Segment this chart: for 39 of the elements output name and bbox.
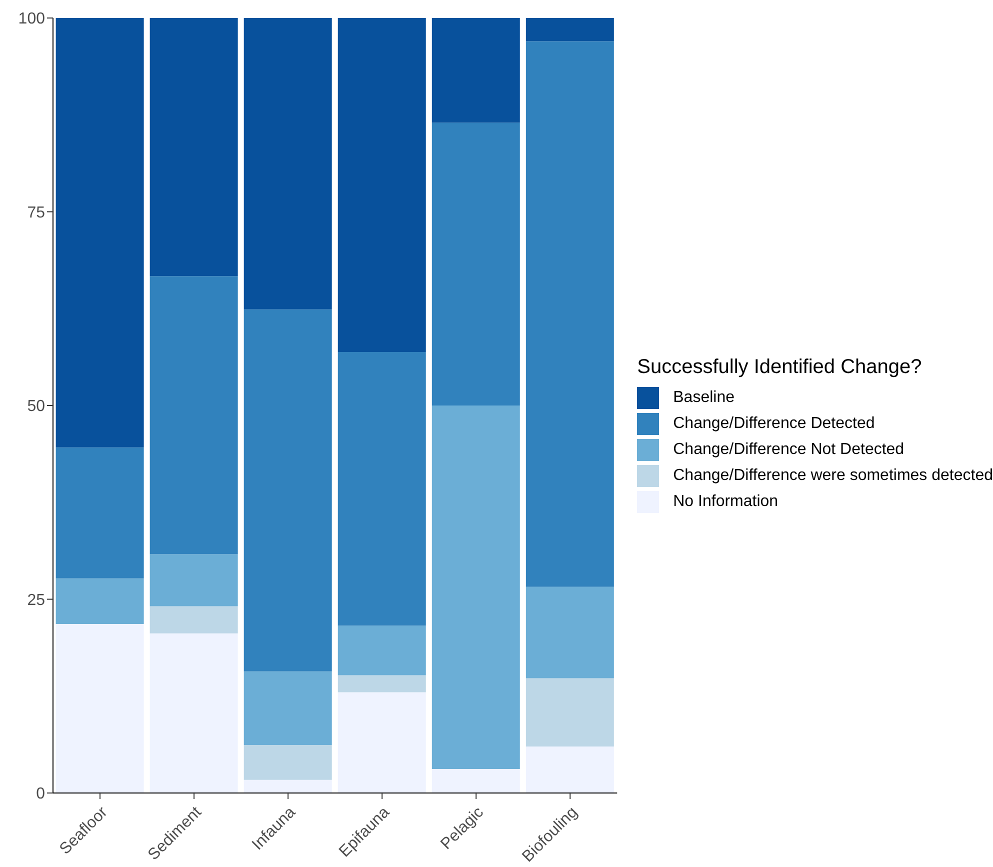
bar	[526, 678, 614, 746]
bar	[244, 744, 332, 780]
legend-label: Change/Difference Not Detected	[673, 441, 904, 459]
bar	[338, 18, 426, 352]
bar	[150, 18, 238, 276]
bar	[526, 41, 614, 587]
bar	[56, 624, 144, 793]
bar	[244, 671, 332, 745]
y-tick-label: 50	[27, 398, 46, 416]
bar	[432, 18, 520, 123]
bar	[150, 554, 238, 606]
bar	[432, 768, 520, 793]
y-tick-label: 75	[27, 204, 46, 222]
bar	[432, 406, 520, 769]
y-tick-label: 0	[36, 786, 46, 803]
bar	[150, 606, 238, 634]
legend-label: Change/Difference were sometimes detected	[673, 467, 993, 485]
bar	[338, 352, 426, 626]
legend-title: Successfully Identified Change?	[637, 356, 923, 379]
y-tick-label: 25	[27, 592, 46, 609]
bar	[244, 780, 332, 793]
bar	[526, 586, 614, 678]
bar	[56, 578, 144, 624]
bar	[244, 18, 332, 310]
bar	[432, 122, 520, 406]
bar	[244, 309, 332, 672]
bar	[150, 276, 238, 554]
legend-label: Baseline	[673, 389, 734, 407]
legend-label: Change/Difference Detected	[673, 415, 875, 433]
bar	[56, 447, 144, 578]
bar	[150, 633, 238, 793]
legend-label: No Information	[673, 493, 778, 511]
y-tick-label: 100	[18, 10, 46, 28]
bar	[526, 746, 614, 793]
bar	[56, 18, 144, 448]
bar	[526, 18, 614, 42]
bar	[338, 626, 426, 676]
bar	[338, 692, 426, 793]
bar	[338, 675, 426, 692]
